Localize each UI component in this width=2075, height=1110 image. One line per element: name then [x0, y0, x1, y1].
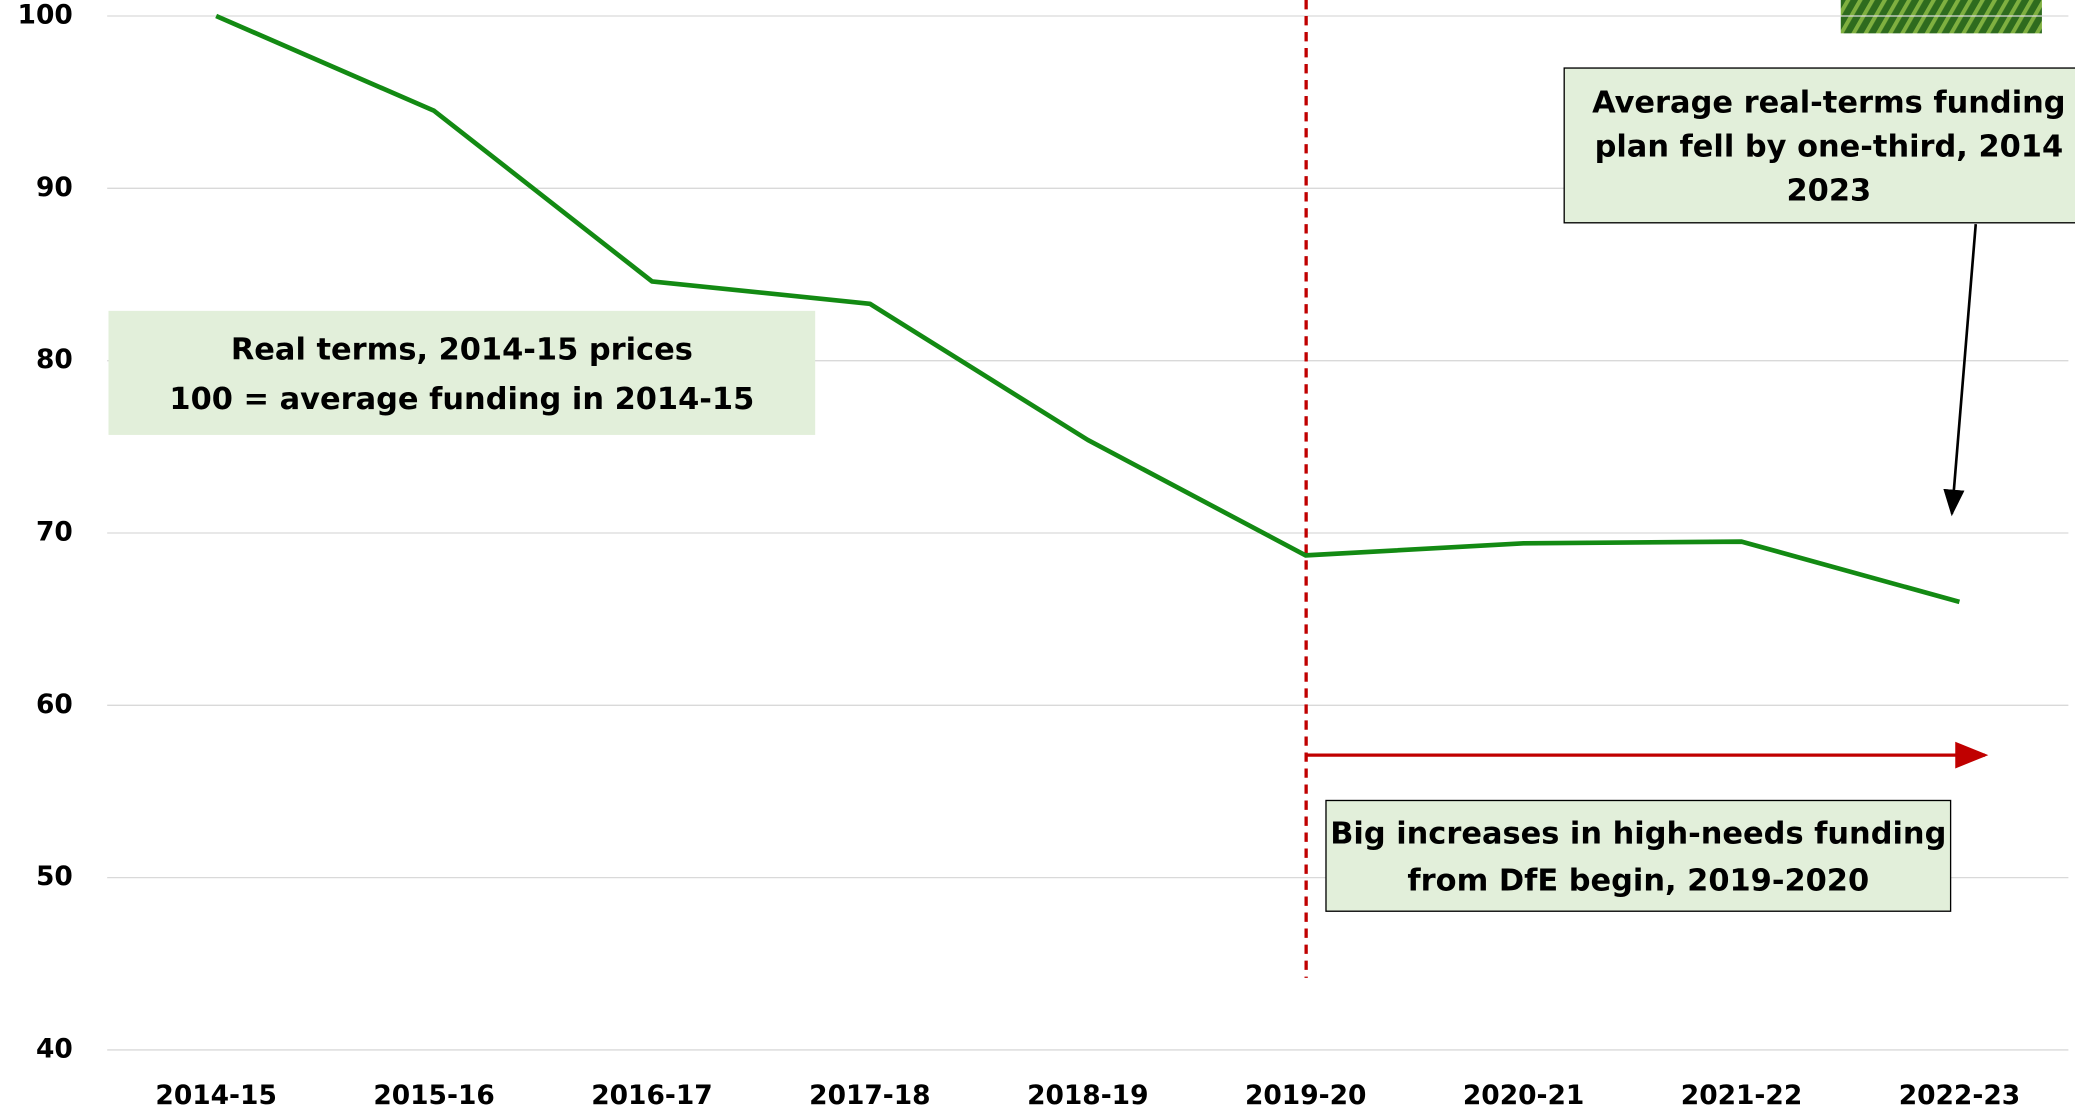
x-tick-label: 2019-20	[1245, 1080, 1366, 1110]
annotation-text: 100 = average funding in 2014-15	[169, 382, 754, 417]
y-tick-label: 60	[36, 689, 73, 720]
x-tick-label: 2014-15	[155, 1080, 276, 1110]
y-tick-label: 80	[36, 344, 73, 375]
x-tick-label: 2018-19	[1027, 1080, 1148, 1110]
callout-arrow	[1943, 224, 1978, 517]
annotation-box	[108, 310, 816, 435]
y-tick-label: 50	[36, 861, 73, 892]
x-tick-label: 2021-22	[1681, 1080, 1802, 1110]
x-tick-label: 2022-23	[1899, 1080, 2020, 1110]
y-tick-label: 90	[36, 172, 73, 203]
annotation-text: plan fell by one-third, 2014	[1595, 130, 2064, 165]
annotation-text: Real terms, 2014-15 prices	[231, 332, 693, 367]
annotation-text: 2023	[1787, 174, 1872, 209]
annotation-box	[1325, 799, 1952, 912]
annotation-text: from DfE begin, 2019-2020	[1407, 863, 1869, 898]
x-tick-label: 2015-16	[373, 1080, 494, 1110]
data-line	[215, 13, 1961, 605]
x-tick-label: 2017-18	[809, 1080, 930, 1110]
annotation-box	[1563, 67, 2075, 224]
x-tick-label: 2020-21	[1463, 1080, 1584, 1110]
y-tick-label: 40	[36, 1033, 73, 1064]
y-tick-label: 100	[18, 0, 73, 31]
annotation-text: Average real-terms funding	[1592, 85, 2065, 120]
decorative-image	[1840, 0, 2042, 34]
x-tick-label: 2016-17	[591, 1080, 712, 1110]
annotation-text: Big increases in high-needs funding	[1330, 817, 1946, 852]
y-tick-label: 70	[36, 516, 73, 547]
